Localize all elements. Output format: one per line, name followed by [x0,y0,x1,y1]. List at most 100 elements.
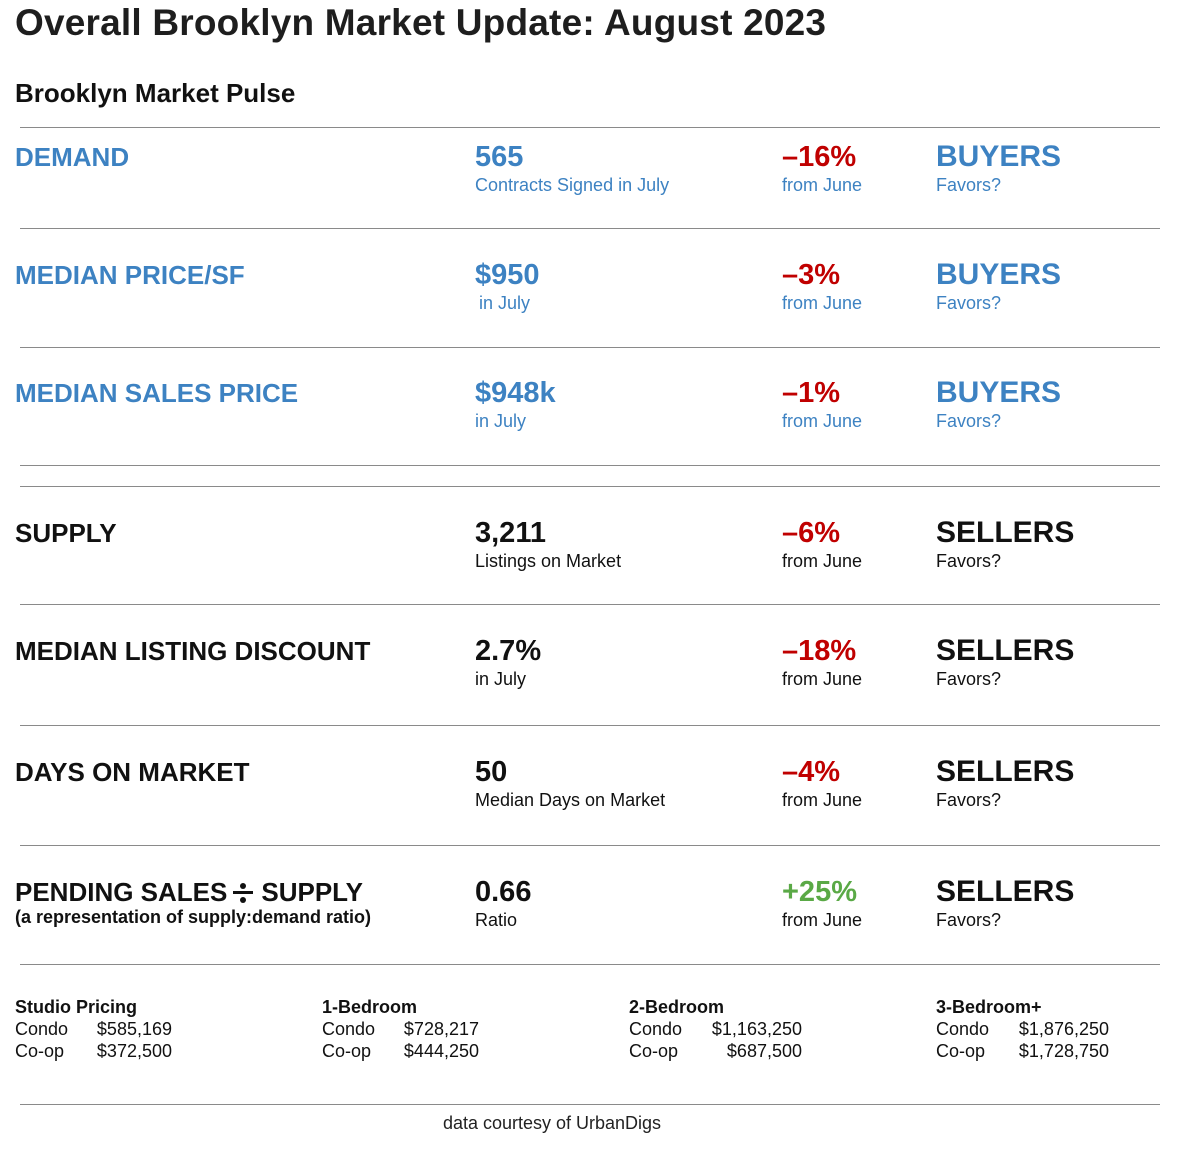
pricing-row: Condo $1,876,250 [936,1018,1109,1040]
metric-favors: SELLERS [936,875,1075,908]
pricing-type: Condo [15,1019,69,1039]
metric-value-group: 2.7% in July [475,634,541,690]
metric-label-note: (a representation of supply:demand ratio… [15,907,372,927]
metric-value: 50 [475,756,508,788]
pricing-price: $372,500 [96,1041,172,1061]
metric-favors-caption: Favors? [936,910,1002,930]
metric-change-group: +25% from June [782,875,862,931]
metric-change-group: –4% from June [782,755,862,811]
metric-value-group: 0.66 Ratio [475,875,531,931]
metric-value-group: $950 in July [475,258,540,314]
metric-favors-group: BUYERS Favors? [936,376,1061,432]
pricing-type: Co-op [322,1041,372,1061]
pricing-price: $728,217 [403,1019,479,1039]
metric-change: –6% [782,517,841,549]
metric-value-caption: Listings on Market [475,551,622,571]
metric-value: 565 [475,141,524,173]
pricing-1-bedroom: 1-Bedroom Condo $728,217 Co-op $444,250 [322,996,479,1062]
metric-label: DEMAND [15,142,130,172]
pricing-row: Co-op $372,500 [15,1040,172,1062]
pricing-title: Studio Pricing [15,997,138,1017]
metric-value: 2.7% [475,635,542,667]
metric-favors-caption: Favors? [936,551,1002,571]
pricing-row: Condo $728,217 [322,1018,479,1040]
metric-value-caption: in July [475,411,527,431]
metric-label-group: PENDING SALES SUPPLY (a representation of… [15,875,371,927]
metric-value: $948k [475,377,556,409]
metric-favors: BUYERS [936,140,1062,173]
divider [20,1104,1160,1105]
divider [20,127,1160,128]
pricing-price: $444,250 [403,1041,479,1061]
metric-favors: SELLERS [936,516,1075,549]
metric-favors-group: SELLERS Favors? [936,634,1074,690]
pricing-type: Co-op [629,1041,679,1061]
metric-favors: SELLERS [936,755,1075,788]
pricing-price: $1,876,250 [1018,1019,1109,1039]
metric-change: +25% [782,876,857,908]
metric-change: –3% [782,259,841,291]
pricing-title: 2-Bedroom [629,997,725,1017]
metric-value-group: $948k in July [475,376,556,432]
pricing-type: Condo [936,1019,990,1039]
metric-value-caption: in July [479,293,531,313]
pricing-row: Co-op $687,500 [629,1040,802,1062]
metric-favors: BUYERS [936,376,1062,409]
divide-icon [233,882,254,903]
pricing-type: Co-op [15,1041,65,1061]
metric-change-group: –1% from June [782,376,862,432]
pricing-row: Co-op $1,728,750 [936,1040,1109,1062]
metric-value: 3,211 [475,517,546,549]
metric-change-caption: from June [782,910,863,930]
metric-favors-caption: Favors? [936,175,1002,195]
pricing-price: $687,500 [726,1041,802,1061]
metric-change-group: –6% from June [782,516,862,572]
divider [20,845,1160,846]
metric-favors-caption: Favors? [936,411,1002,431]
pricing-title: 3-Bedroom+ [936,997,1042,1017]
metric-change: –1% [782,377,841,409]
metric-label: MEDIAN LISTING DISCOUNT [15,636,371,666]
divider [20,486,1160,487]
metric-favors-group: SELLERS Favors? [936,875,1074,931]
pricing-studio: Studio Pricing Condo $585,169 Co-op $372,5… [15,996,172,1062]
divider [20,347,1160,348]
metric-row-demand: DEMAND 565 Contracts Signed in July –16%… [0,140,1188,240]
metric-change-group: –18% from June [782,634,862,690]
metric-label: SUPPLY [15,518,117,548]
metric-change-caption: from June [782,411,863,431]
metric-favors-group: SELLERS Favors? [936,516,1074,572]
metric-favors-group: SELLERS Favors? [936,755,1074,811]
pricing-title: 1-Bedroom [322,997,418,1017]
metric-change-caption: from June [782,790,863,810]
pricing-row: Co-op $444,250 [322,1040,479,1062]
metric-row-days-on-market: DAYS ON MARKET 50 Median Days on Market … [0,755,1188,855]
metric-value-group: 50 Median Days on Market [475,755,665,811]
metric-row-median-sales-price: MEDIAN SALES PRICE $948k in July –1% fro… [0,376,1188,476]
metric-label: MEDIAN SALES PRICE [15,378,299,408]
pricing-row: Condo $1,163,250 [629,1018,802,1040]
divider [20,604,1160,605]
pricing-3-bedroom-plus: 3-Bedroom+ Condo $1,876,250 Co-op $1,728,7… [936,996,1109,1062]
metric-value-caption: Ratio [475,910,518,930]
metric-label: MEDIAN PRICE/SF [15,260,245,290]
metric-label: DAYS ON MARKET [15,757,250,787]
metric-change-group: –3% from June [782,258,862,314]
pricing-type: Condo [322,1019,376,1039]
metric-value-caption: Contracts Signed in July [475,175,670,195]
metric-value: $950 [475,259,540,291]
pricing-row: Condo $585,169 [15,1018,172,1040]
metric-row-supply: SUPPLY 3,211 Listings on Market –6% from… [0,516,1188,616]
pricing-type: Co-op [936,1041,986,1061]
metric-favors-caption: Favors? [936,790,1002,810]
pricing-type: Condo [629,1019,683,1039]
section-subtitle: Brooklyn Market Pulse [15,78,296,108]
divider [20,228,1160,229]
metric-change-caption: from June [782,669,863,689]
metric-row-pending-sales-supply: PENDING SALES SUPPLY (a representation of… [0,875,1188,975]
divider [20,725,1160,726]
pricing-price: $1,728,750 [1018,1041,1109,1061]
metric-value-group: 3,211 Listings on Market [475,516,621,572]
metric-change-caption: from June [782,551,863,571]
metric-favors-caption: Favors? [936,669,1002,689]
